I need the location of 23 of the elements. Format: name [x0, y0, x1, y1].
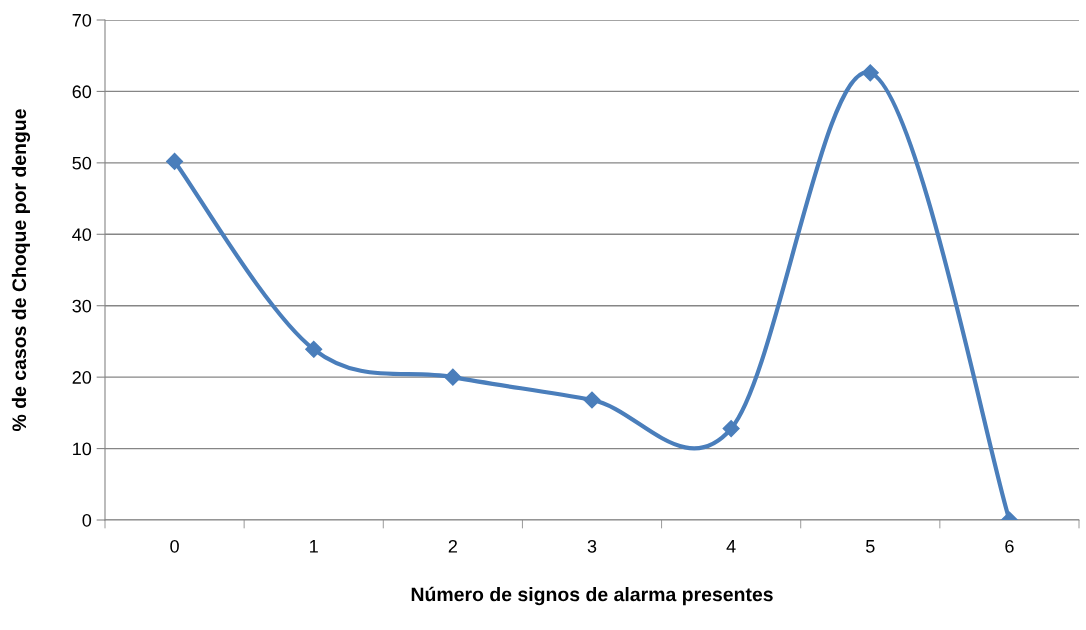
x-tick-label: 2 — [448, 539, 457, 553]
point — [444, 368, 462, 386]
point — [722, 420, 740, 438]
x-tick-label: 6 — [1005, 539, 1014, 553]
point — [166, 152, 184, 170]
y-tick-label: 60 — [72, 85, 92, 99]
x-axis-title: Número de signos de alarma presentes — [411, 586, 773, 606]
y-tick-label: 30 — [72, 299, 92, 313]
y-axis-title: % de casos de Choque por dengue — [11, 109, 31, 432]
x-tick-label: 3 — [587, 539, 597, 553]
y-tick-label: 20 — [72, 371, 92, 384]
x-tick-label: 0 — [170, 539, 179, 553]
y-tick-label: 70 — [72, 13, 92, 27]
x-tick-label: 5 — [865, 540, 875, 553]
x-tick-label: 4 — [726, 540, 736, 553]
y-tick-label: 0 — [82, 513, 92, 527]
y-tick-label: 50 — [72, 156, 92, 170]
x-tick-label: 1 — [310, 540, 318, 553]
point — [305, 340, 323, 358]
point — [861, 64, 879, 82]
point — [583, 391, 601, 409]
y-tick-label: 40 — [72, 228, 92, 242]
y-tick-label: 10 — [73, 442, 92, 456]
